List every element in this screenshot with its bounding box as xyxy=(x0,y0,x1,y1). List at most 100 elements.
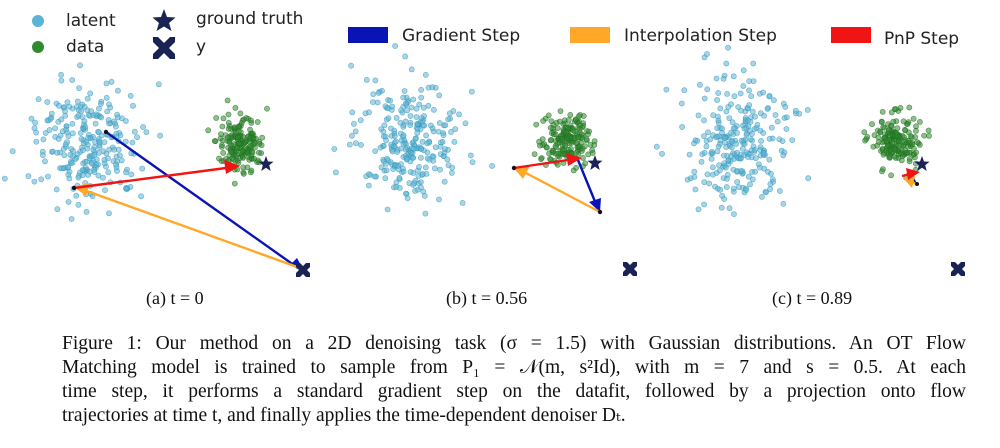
data-point xyxy=(879,168,885,175)
latent-point xyxy=(436,92,443,99)
latent-point xyxy=(407,168,414,175)
observation-cross xyxy=(951,262,965,276)
latent-point xyxy=(47,116,54,122)
latent-point xyxy=(419,138,426,145)
latent-point xyxy=(747,181,753,188)
latent-point xyxy=(425,84,432,91)
latent-point xyxy=(695,206,702,213)
latent-point xyxy=(452,126,459,133)
latent-point xyxy=(663,86,670,93)
data-point xyxy=(563,129,570,136)
latent-point xyxy=(435,128,442,135)
latent-point xyxy=(404,107,411,114)
latent-point xyxy=(127,92,134,99)
legend-interpolation-swatch xyxy=(570,27,610,43)
latent-point xyxy=(118,157,125,164)
data-point xyxy=(568,140,575,146)
data-point xyxy=(536,138,542,145)
latent-point xyxy=(68,216,75,222)
latent-point xyxy=(382,103,389,110)
data-point xyxy=(567,112,574,118)
latent-point xyxy=(768,124,775,131)
data-point xyxy=(888,122,894,129)
interpolation-step-arrowhead xyxy=(903,176,915,188)
latent-point xyxy=(781,115,788,121)
latent-point xyxy=(725,44,731,51)
latent-point xyxy=(56,102,62,109)
latent-point xyxy=(332,169,339,176)
latent-point xyxy=(697,81,703,88)
data-point xyxy=(910,115,917,122)
latent-point xyxy=(83,208,90,215)
latent-point xyxy=(365,182,372,189)
data-point xyxy=(555,150,562,157)
latent-point xyxy=(40,152,46,159)
latent-point xyxy=(400,140,407,147)
latent-point xyxy=(9,148,16,155)
latent-point xyxy=(686,151,693,158)
data-point xyxy=(905,143,911,150)
data-point xyxy=(219,123,226,130)
latent-point xyxy=(731,93,738,100)
data-point xyxy=(239,117,246,124)
legend-ground-truth-label: ground truth xyxy=(196,9,303,29)
panel-a: (a) t = 0 xyxy=(71,129,310,309)
latent-point xyxy=(87,90,94,97)
latent-point xyxy=(59,128,66,135)
latent-point xyxy=(362,110,369,117)
latent-point xyxy=(49,148,56,155)
latent-point xyxy=(734,129,740,136)
data-point xyxy=(543,144,550,151)
data-point xyxy=(886,154,893,161)
latent-point xyxy=(723,184,730,190)
latent-point xyxy=(768,170,774,177)
latent-point xyxy=(54,206,61,213)
latent-point xyxy=(691,168,698,175)
latent-point xyxy=(79,172,86,179)
latent-point xyxy=(714,97,720,103)
latent-point xyxy=(730,73,737,80)
latent-point xyxy=(98,100,104,107)
latent-point xyxy=(757,146,763,153)
gradient-step-arrow xyxy=(576,159,598,205)
data-point xyxy=(895,138,902,144)
data-point xyxy=(216,155,222,162)
latent-point xyxy=(130,102,136,109)
data-point xyxy=(554,125,561,132)
data-point xyxy=(538,156,544,162)
data-point xyxy=(875,138,882,145)
latent-point xyxy=(65,199,72,205)
latent-point xyxy=(35,96,42,103)
interpolation-step-arrow xyxy=(83,188,301,270)
latent-point xyxy=(745,105,751,112)
latent-point xyxy=(734,179,741,185)
panel-b: (b) t = 0.56 xyxy=(446,153,637,309)
latent-point xyxy=(48,110,55,117)
latent-point xyxy=(392,138,399,145)
latent-point xyxy=(28,115,35,122)
data-point xyxy=(879,108,886,115)
data-point xyxy=(869,121,875,128)
latent-point xyxy=(358,141,364,148)
latent-point xyxy=(396,174,403,181)
latent-point xyxy=(59,165,65,172)
latent-point xyxy=(701,149,708,156)
data-point xyxy=(205,127,212,134)
latent-point xyxy=(77,62,83,69)
latent-point xyxy=(375,90,382,96)
latent-point xyxy=(684,176,691,183)
latent-point xyxy=(779,138,786,144)
latent-point xyxy=(78,135,85,142)
data-point xyxy=(533,121,540,128)
latent-point xyxy=(378,164,385,171)
data-point xyxy=(247,126,253,133)
latent-point xyxy=(397,119,404,126)
latent-point xyxy=(712,183,718,190)
latent-point xyxy=(382,175,389,182)
latent-point xyxy=(749,176,756,183)
data-point xyxy=(547,137,554,144)
latent-point xyxy=(728,139,735,145)
latent-point xyxy=(489,162,495,169)
latent-point xyxy=(87,168,93,175)
latent-point xyxy=(760,150,767,157)
